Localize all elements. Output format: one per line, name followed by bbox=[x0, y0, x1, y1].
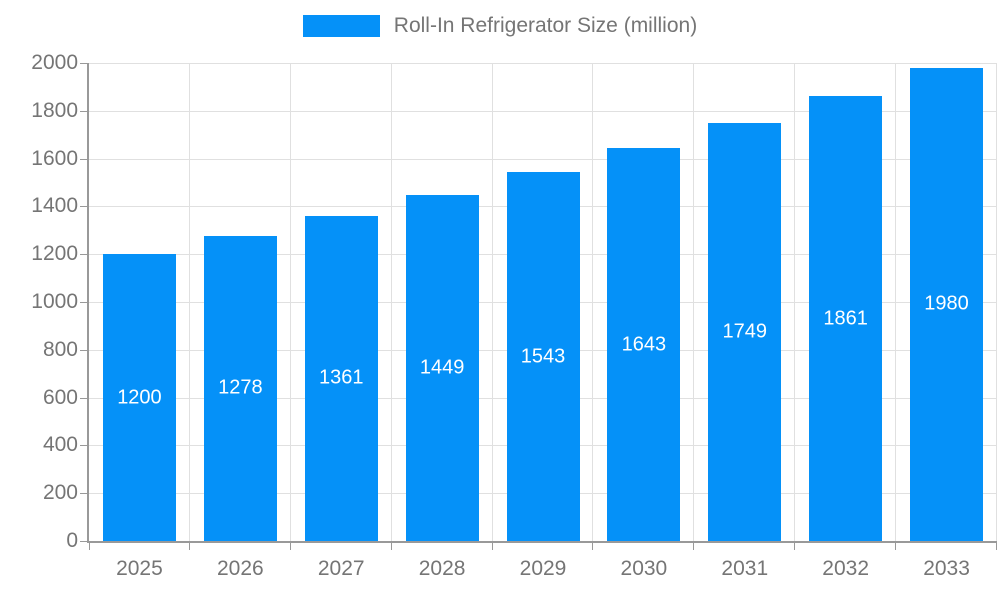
y-axis-tick-label: 1800 bbox=[31, 98, 78, 122]
v-gridline bbox=[693, 63, 695, 541]
bar[interactable]: 1543 bbox=[506, 172, 580, 541]
bar[interactable]: 1643 bbox=[607, 148, 681, 541]
x-axis-tick bbox=[289, 543, 291, 550]
y-axis-tick bbox=[80, 493, 87, 495]
y-axis-tick bbox=[80, 541, 87, 542]
y-axis-tick-label: 0 bbox=[66, 529, 78, 552]
bar[interactable]: 1980 bbox=[910, 67, 984, 541]
x-axis-tick bbox=[794, 543, 796, 550]
v-gridline bbox=[289, 63, 291, 541]
x-axis-tick bbox=[693, 543, 695, 550]
x-axis-tick-label: 2028 bbox=[418, 557, 466, 580]
x-axis-tick-label: 2031 bbox=[721, 557, 769, 580]
legend[interactable]: Roll-In Refrigerator Size (million) bbox=[0, 14, 1000, 38]
x-axis-tick bbox=[996, 543, 997, 550]
x-axis-tick-label: 2029 bbox=[519, 557, 567, 580]
x-axis-tick bbox=[89, 543, 90, 550]
v-gridline bbox=[592, 63, 594, 541]
h-gridline bbox=[89, 63, 997, 64]
bar[interactable]: 1361 bbox=[304, 215, 378, 541]
legend-swatch-icon bbox=[302, 15, 380, 37]
bar-value-label: 1749 bbox=[722, 320, 768, 343]
x-axis-tick-label: 2026 bbox=[216, 557, 264, 580]
y-axis-tick-label: 800 bbox=[42, 337, 78, 361]
y-axis-tick-label: 1600 bbox=[31, 146, 78, 170]
y-axis-tick bbox=[80, 445, 87, 447]
y-axis-tick-label: 400 bbox=[42, 433, 78, 457]
bar-value-label: 1861 bbox=[823, 307, 868, 330]
y-axis-tick bbox=[80, 158, 87, 160]
bar[interactable]: 1278 bbox=[203, 235, 277, 541]
x-axis-tick bbox=[895, 543, 897, 550]
v-gridline bbox=[794, 63, 796, 541]
x-axis-tick-label: 2027 bbox=[317, 557, 365, 580]
h-gridline bbox=[89, 158, 997, 160]
y-axis-tick-label: 200 bbox=[42, 481, 78, 505]
v-gridline bbox=[491, 63, 493, 541]
y-axis-tick-label: 1000 bbox=[31, 290, 78, 313]
bar-value-label: 1643 bbox=[621, 333, 667, 356]
x-axis-tick-label: 2030 bbox=[620, 557, 668, 580]
y-axis-tick-label: 600 bbox=[42, 385, 78, 409]
x-axis-tick bbox=[188, 543, 190, 550]
y-axis-tick bbox=[80, 302, 87, 303]
x-axis-tick-label: 2032 bbox=[822, 557, 870, 580]
y-axis-tick bbox=[80, 397, 87, 399]
bar[interactable]: 1861 bbox=[809, 96, 883, 541]
v-gridline bbox=[188, 63, 190, 541]
v-gridline bbox=[996, 63, 997, 541]
bar-value-label: 1278 bbox=[218, 376, 263, 399]
bar[interactable]: 1200 bbox=[102, 254, 176, 541]
bar[interactable]: 1749 bbox=[708, 123, 782, 541]
y-axis-tick-label: 2000 bbox=[31, 51, 78, 74]
h-gridline bbox=[89, 110, 997, 112]
x-axis-tick bbox=[390, 543, 392, 550]
bar-value-label: 1449 bbox=[419, 356, 465, 379]
x-axis-tick bbox=[491, 543, 493, 550]
x-axis-tick-label: 2025 bbox=[116, 557, 163, 580]
y-axis-tick bbox=[80, 63, 87, 64]
bar-value-label: 1200 bbox=[117, 386, 162, 409]
x-axis-tick-label: 2033 bbox=[923, 557, 970, 580]
bar-value-label: 1543 bbox=[520, 345, 566, 368]
v-gridline bbox=[390, 63, 392, 541]
y-axis-tick bbox=[80, 206, 87, 208]
y-axis-tick bbox=[80, 254, 87, 256]
v-gridline bbox=[895, 63, 897, 541]
x-axis-tick bbox=[592, 543, 594, 550]
legend-label: Roll-In Refrigerator Size (million) bbox=[393, 14, 698, 37]
plot-area: 0 200 400 600 800 1000 1200 1400 1600 1800 2000 202… bbox=[31, 51, 997, 580]
y-axis-tick-label: 1400 bbox=[31, 194, 78, 218]
y-axis-tick bbox=[80, 349, 87, 351]
bar-value-label: 1361 bbox=[318, 366, 364, 389]
y-axis-tick-label: 1200 bbox=[31, 242, 78, 266]
y-axis-tick bbox=[80, 110, 87, 112]
bar[interactable]: 1449 bbox=[405, 194, 479, 541]
bar-value-label: 1980 bbox=[924, 292, 969, 315]
